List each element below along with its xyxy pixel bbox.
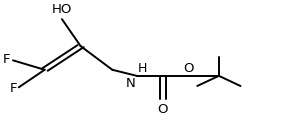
Text: O: O: [183, 62, 194, 75]
Text: HO: HO: [52, 3, 72, 16]
Text: O: O: [158, 103, 168, 116]
Text: N: N: [126, 77, 135, 90]
Text: F: F: [10, 82, 17, 95]
Text: F: F: [3, 53, 11, 66]
Text: H: H: [138, 62, 148, 75]
